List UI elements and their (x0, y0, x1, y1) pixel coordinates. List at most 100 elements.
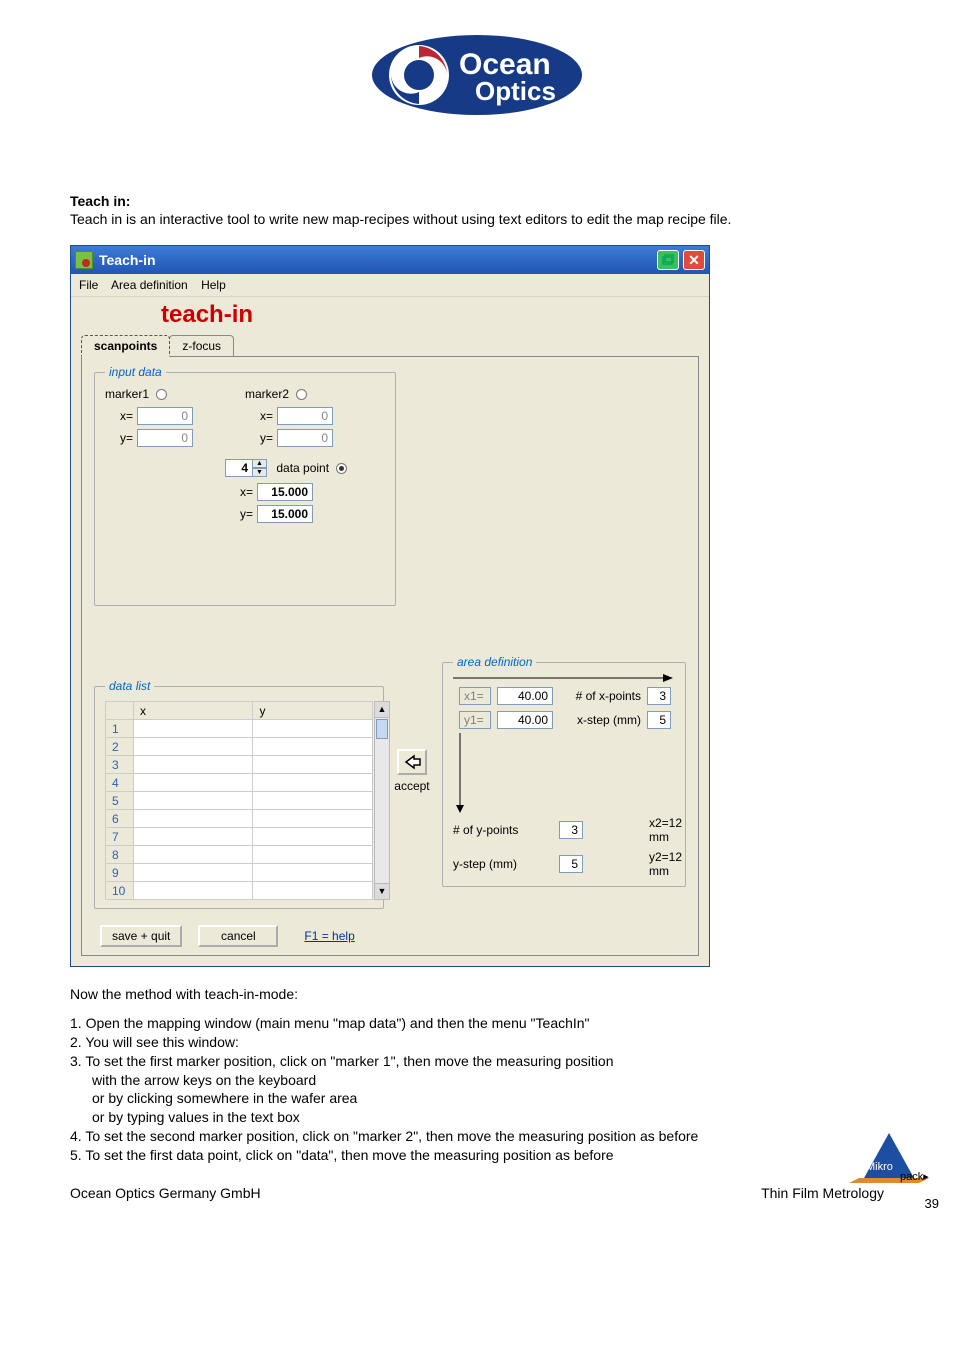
marker2-radio[interactable] (296, 389, 307, 400)
step-3: 3. To set the first marker position, cli… (70, 1052, 884, 1071)
row-index: 8 (106, 846, 134, 864)
teach-in-window: Teach-in ✕ File Area definition Help tea… (70, 245, 710, 967)
table-row[interactable]: 9 (106, 864, 373, 882)
table-row[interactable]: 2 (106, 738, 373, 756)
save-quit-button[interactable]: save + quit (100, 925, 182, 947)
step-3c: or by typing values in the text box (70, 1108, 884, 1127)
col-x: x (134, 702, 253, 720)
row-x[interactable] (134, 738, 253, 756)
scroll-up-icon[interactable]: ▲ (375, 702, 389, 718)
post-intro: Now the method with teach-in-mode: (70, 985, 884, 1004)
svg-text:pack▸: pack▸ (900, 1171, 929, 1183)
accept-button[interactable] (397, 749, 427, 775)
spin-up-icon[interactable]: ▲ (252, 459, 267, 468)
row-x[interactable] (134, 756, 253, 774)
row-x[interactable] (134, 792, 253, 810)
marker1-x-input[interactable]: 0 (137, 407, 193, 425)
app-icon (75, 251, 93, 269)
restore-button[interactable] (657, 250, 679, 270)
row-index: 6 (106, 810, 134, 828)
table-row[interactable]: 1 (106, 720, 373, 738)
table-row[interactable]: 5 (106, 792, 373, 810)
row-y[interactable] (253, 864, 372, 882)
marker1-radio[interactable] (156, 389, 167, 400)
logo-text-2: Optics (475, 76, 556, 106)
mikropack-logo: Mikro pack▸ (804, 1128, 934, 1191)
tabs: scanpoints z-focus (81, 335, 699, 357)
step-3a: with the arrow keys on the keyboard (70, 1071, 884, 1090)
table-row[interactable]: 3 (106, 756, 373, 774)
titlebar[interactable]: Teach-in ✕ (71, 246, 709, 274)
xpts-input[interactable]: 3 (647, 687, 671, 705)
ystep-input[interactable]: 5 (559, 855, 583, 873)
table-row[interactable]: 8 (106, 846, 373, 864)
row-y[interactable] (253, 720, 372, 738)
row-index: 5 (106, 792, 134, 810)
step-1: 1. Open the mapping window (main menu "m… (70, 1014, 884, 1033)
datapoint-y-input[interactable]: 15.000 (257, 505, 313, 523)
step-2: 2. You will see this window: (70, 1033, 884, 1052)
y2-info: y2=12 mm (649, 850, 675, 878)
row-y[interactable] (253, 738, 372, 756)
row-index: 2 (106, 738, 134, 756)
area-definition-group: area definition x1= 40.00 # of x-points … (442, 655, 686, 887)
row-y[interactable] (253, 828, 372, 846)
row-x[interactable] (134, 720, 253, 738)
tab-zfocus[interactable]: z-focus (169, 335, 234, 357)
window-title: Teach-in (99, 252, 156, 268)
datapoint-x-input[interactable]: 15.000 (257, 483, 313, 501)
row-x[interactable] (134, 810, 253, 828)
y1-input[interactable]: 40.00 (497, 711, 553, 729)
data-list-table[interactable]: x y 12345678910 (105, 701, 373, 900)
row-index: 4 (106, 774, 134, 792)
table-row[interactable]: 10 (106, 882, 373, 900)
row-index: 10 (106, 882, 134, 900)
menu-help[interactable]: Help (201, 278, 226, 292)
row-index: 7 (106, 828, 134, 846)
row-x[interactable] (134, 864, 253, 882)
row-y[interactable] (253, 846, 372, 864)
menu-area-definition[interactable]: Area definition (111, 278, 188, 292)
tab-panel-scanpoints: input data marker1 x= 0 y= 0 (81, 356, 699, 956)
ypts-input[interactable]: 3 (559, 821, 583, 839)
marker2-x-input[interactable]: 0 (277, 407, 333, 425)
row-index: 3 (106, 756, 134, 774)
page-number: 39 (925, 1196, 939, 1211)
marker1-y-input[interactable]: 0 (137, 429, 193, 447)
datapoint-index-spinner[interactable]: 4 ▲▼ (225, 459, 267, 477)
row-x[interactable] (134, 774, 253, 792)
col-y: y (253, 702, 372, 720)
ypts-label: # of y-points (453, 823, 553, 837)
row-y[interactable] (253, 882, 372, 900)
datapoint-index[interactable]: 4 (225, 459, 253, 477)
y1-label: y1= (453, 711, 491, 729)
data-list-legend: data list (105, 679, 154, 693)
row-x[interactable] (134, 828, 253, 846)
row-x[interactable] (134, 882, 253, 900)
row-y[interactable] (253, 774, 372, 792)
row-y[interactable] (253, 756, 372, 774)
row-y[interactable] (253, 810, 372, 828)
row-x[interactable] (134, 846, 253, 864)
cancel-button[interactable]: cancel (198, 925, 278, 947)
datapoint-radio[interactable] (336, 463, 347, 474)
spin-down-icon[interactable]: ▼ (252, 468, 267, 477)
accept-label: accept (386, 779, 438, 793)
row-y[interactable] (253, 792, 372, 810)
accept-column: accept (386, 749, 438, 793)
close-button[interactable]: ✕ (683, 250, 705, 270)
area-definition-legend: area definition (453, 655, 536, 669)
x1-input[interactable]: 40.00 (497, 687, 553, 705)
marker2-y-input[interactable]: 0 (277, 429, 333, 447)
scroll-down-icon[interactable]: ▼ (375, 883, 389, 899)
table-row[interactable]: 6 (106, 810, 373, 828)
data-list-scrollbar[interactable]: ▲ ▼ (374, 701, 390, 900)
xstep-input[interactable]: 5 (647, 711, 671, 729)
step-3b: or by clicking somewhere in the wafer ar… (70, 1089, 884, 1108)
menu-file[interactable]: File (79, 278, 98, 292)
table-row[interactable]: 7 (106, 828, 373, 846)
tab-scanpoints[interactable]: scanpoints (81, 335, 170, 357)
table-row[interactable]: 4 (106, 774, 373, 792)
scroll-thumb[interactable] (376, 719, 388, 739)
input-data-group: input data marker1 x= 0 y= 0 (94, 365, 396, 606)
